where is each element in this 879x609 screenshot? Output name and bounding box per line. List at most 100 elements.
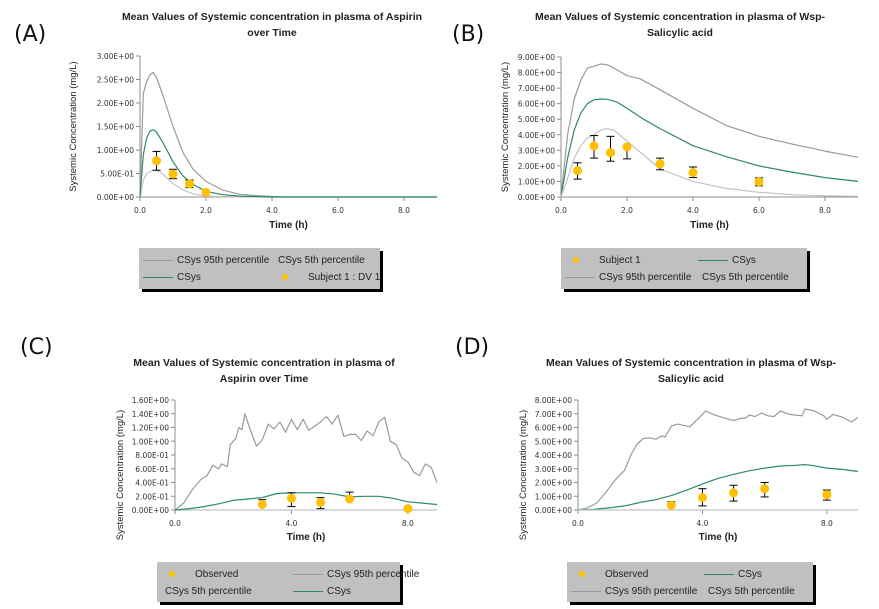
y-tick-label: 5.00E-01	[100, 170, 134, 179]
legend-label: CSys	[177, 271, 201, 283]
legend-item: CSys	[698, 253, 756, 267]
legend-item: CSys	[143, 270, 201, 284]
data-point	[688, 168, 698, 178]
legend-label: CSys 95th percentile	[599, 271, 692, 283]
legend-item: Observed	[161, 567, 238, 581]
y-tick-label: 5.00E+00	[535, 437, 572, 446]
legend-line-icon	[565, 270, 595, 284]
data-point	[697, 493, 707, 503]
legend-line-icon	[704, 567, 734, 581]
chart-title-line: Salicylic acid	[647, 27, 713, 39]
series-line-csys-5th-percentile	[560, 128, 859, 198]
data-point	[655, 159, 665, 169]
x-axis-label: Time (h)	[269, 220, 308, 231]
data-point	[185, 179, 194, 189]
y-tick-label: 0.00E+00	[518, 193, 555, 202]
x-tick-label: 4.0	[687, 206, 699, 215]
x-axis-label: Time (h)	[690, 220, 729, 231]
data-point	[760, 484, 770, 494]
y-tick-label: 1.50E+00	[97, 123, 134, 132]
legend-label: Subject 1 : DV 1	[308, 271, 381, 283]
chart-title-line: Mean Values of Systemic concentration in…	[122, 11, 422, 23]
panel-label-a: (A)	[14, 22, 47, 47]
y-tick-label: 2.00E+00	[97, 99, 134, 108]
data-point	[589, 141, 599, 151]
series-line-csys-5th-percentile	[139, 169, 437, 198]
x-axis-label: Time (h)	[699, 532, 738, 543]
legend-marker-icon	[161, 567, 191, 581]
legend-label: CSys 5th percentile	[702, 271, 789, 283]
x-tick-label: 6.0	[753, 206, 765, 215]
y-tick-label: 6.00E+00	[518, 100, 555, 109]
legend-label: CSys 95th percentile	[605, 585, 698, 597]
x-tick-label: 8.0	[402, 519, 414, 528]
data-point	[729, 488, 739, 498]
legend-item: CSys	[704, 567, 762, 581]
x-tick-label: 2.0	[200, 206, 212, 215]
legend-marker-icon	[571, 567, 601, 581]
x-tick-label: 8.0	[819, 206, 831, 215]
data-point	[403, 504, 413, 514]
data-point	[754, 177, 764, 187]
y-tick-label: 9.00E+00	[518, 53, 555, 62]
y-tick-label: 2.00E-01	[135, 492, 169, 501]
legend-chart-b: Subject 1 CSys CSys 95th percentile CSys 5t…	[561, 248, 807, 289]
legend-item: CSys 5th percentile	[704, 584, 795, 598]
legend-item: CSys 5th percentile	[161, 584, 252, 598]
y-tick-label: 4.00E-01	[135, 479, 169, 488]
x-tick-label: 0.0	[555, 206, 567, 215]
legend-item: CSys 95th percentile	[143, 253, 269, 267]
y-axis-label: Systemic Concentration (mg/L)	[68, 61, 79, 191]
y-tick-label: 2.00E+00	[535, 479, 572, 488]
legend-item: CSys 95th percentile	[571, 584, 697, 598]
y-tick-label: 1.00E+00	[518, 177, 555, 186]
legend-label: Subject 1	[599, 254, 641, 266]
legend-item: Subject 1	[565, 253, 641, 267]
legend-item: CSys 5th percentile	[698, 270, 789, 284]
series-line-csys	[139, 129, 437, 198]
series-points-subject-1-dv-1	[152, 150, 211, 197]
y-tick-label: 1.00E+00	[535, 492, 572, 501]
legend-label: Observed	[195, 568, 239, 580]
legend-chart-a: CSys 95th percentile CSys 5th percentile C…	[139, 248, 380, 289]
series-points-observed	[666, 482, 832, 510]
y-tick-label: 0.00E+00	[132, 506, 169, 515]
y-tick-label: 6.00E-01	[135, 465, 169, 474]
chart-title-line: Mean Values of Systemic concentration in…	[535, 11, 825, 23]
series-points-observed	[257, 491, 413, 514]
y-axis-label: Systemic Concentration (mg/L)	[115, 410, 126, 540]
legend-label: CSys	[732, 254, 756, 266]
legend-label: CSys 5th percentile	[708, 585, 795, 597]
y-tick-label: 1.20E+00	[132, 424, 169, 433]
legend-item: Observed	[571, 567, 648, 581]
legend-label: CSys 5th percentile	[165, 585, 252, 597]
y-tick-label: 3.00E+00	[518, 146, 555, 155]
legend-label: CSys	[738, 568, 762, 580]
y-tick-label: 8.00E+00	[518, 69, 555, 78]
chart-title-line: Salicylic acid	[658, 373, 724, 385]
legend-line-icon	[571, 584, 601, 598]
chart-c: Mean Values of Systemic concentration in…	[115, 357, 438, 543]
legend-line-icon	[293, 567, 323, 581]
data-point	[152, 156, 161, 166]
x-tick-label: 4.0	[696, 519, 708, 528]
x-tick-label: 2.0	[621, 206, 633, 215]
x-tick-label: 6.0	[332, 206, 344, 215]
y-tick-label: 7.00E+00	[535, 410, 572, 419]
data-point	[257, 500, 267, 509]
series-points-subject-1	[573, 135, 764, 187]
y-tick-label: 2.00E+00	[518, 162, 555, 171]
legend-marker-icon	[565, 253, 595, 267]
legend-item: CSys	[293, 584, 351, 598]
series-line-csys	[174, 492, 438, 511]
y-tick-label: 8.00E-01	[135, 451, 169, 460]
data-point	[316, 497, 326, 507]
legend-line-icon	[143, 270, 173, 284]
series-line-csys	[577, 464, 859, 511]
y-tick-label: 4.00E+00	[535, 451, 572, 460]
series-line-csys-95th-percentile	[174, 413, 438, 511]
y-tick-label: 3.00E+00	[535, 465, 572, 474]
legend-item: CSys 5th percentile	[274, 253, 365, 267]
panel-label-c: (C)	[20, 335, 53, 360]
